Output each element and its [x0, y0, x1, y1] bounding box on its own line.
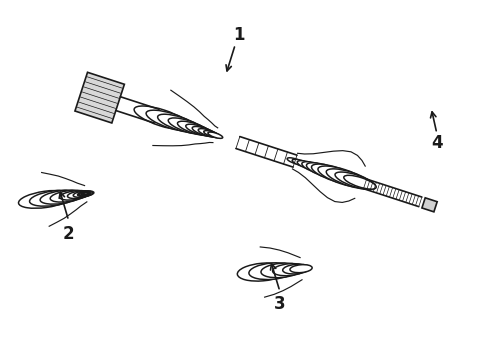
Polygon shape	[75, 72, 124, 123]
Ellipse shape	[73, 191, 93, 197]
Ellipse shape	[77, 191, 94, 197]
Ellipse shape	[208, 132, 223, 138]
Ellipse shape	[249, 263, 295, 280]
Ellipse shape	[177, 121, 211, 135]
Ellipse shape	[83, 193, 89, 195]
Ellipse shape	[134, 106, 190, 130]
Ellipse shape	[158, 114, 202, 133]
Ellipse shape	[283, 264, 310, 274]
Text: 2: 2	[63, 225, 74, 243]
Ellipse shape	[60, 190, 89, 200]
Ellipse shape	[146, 110, 196, 131]
Ellipse shape	[192, 126, 216, 137]
Ellipse shape	[306, 163, 347, 180]
Ellipse shape	[168, 118, 207, 135]
Ellipse shape	[326, 169, 373, 189]
Ellipse shape	[79, 192, 93, 196]
Ellipse shape	[29, 190, 77, 206]
Ellipse shape	[68, 191, 91, 198]
Ellipse shape	[19, 190, 73, 208]
Ellipse shape	[237, 263, 288, 281]
Text: 4: 4	[431, 134, 442, 152]
Polygon shape	[422, 198, 437, 212]
Ellipse shape	[318, 166, 368, 187]
Ellipse shape	[335, 172, 376, 189]
Ellipse shape	[287, 158, 303, 165]
Ellipse shape	[261, 263, 301, 278]
Ellipse shape	[204, 131, 221, 138]
Ellipse shape	[302, 162, 334, 176]
Ellipse shape	[198, 129, 219, 137]
Ellipse shape	[290, 265, 312, 273]
Text: 3: 3	[274, 295, 286, 313]
Ellipse shape	[297, 161, 321, 171]
Ellipse shape	[292, 159, 311, 167]
Ellipse shape	[272, 264, 306, 276]
Ellipse shape	[344, 175, 376, 189]
Text: 1: 1	[233, 26, 245, 44]
Ellipse shape	[81, 192, 91, 195]
Ellipse shape	[40, 190, 82, 204]
Ellipse shape	[186, 124, 214, 136]
Ellipse shape	[312, 164, 359, 184]
Ellipse shape	[50, 190, 86, 202]
